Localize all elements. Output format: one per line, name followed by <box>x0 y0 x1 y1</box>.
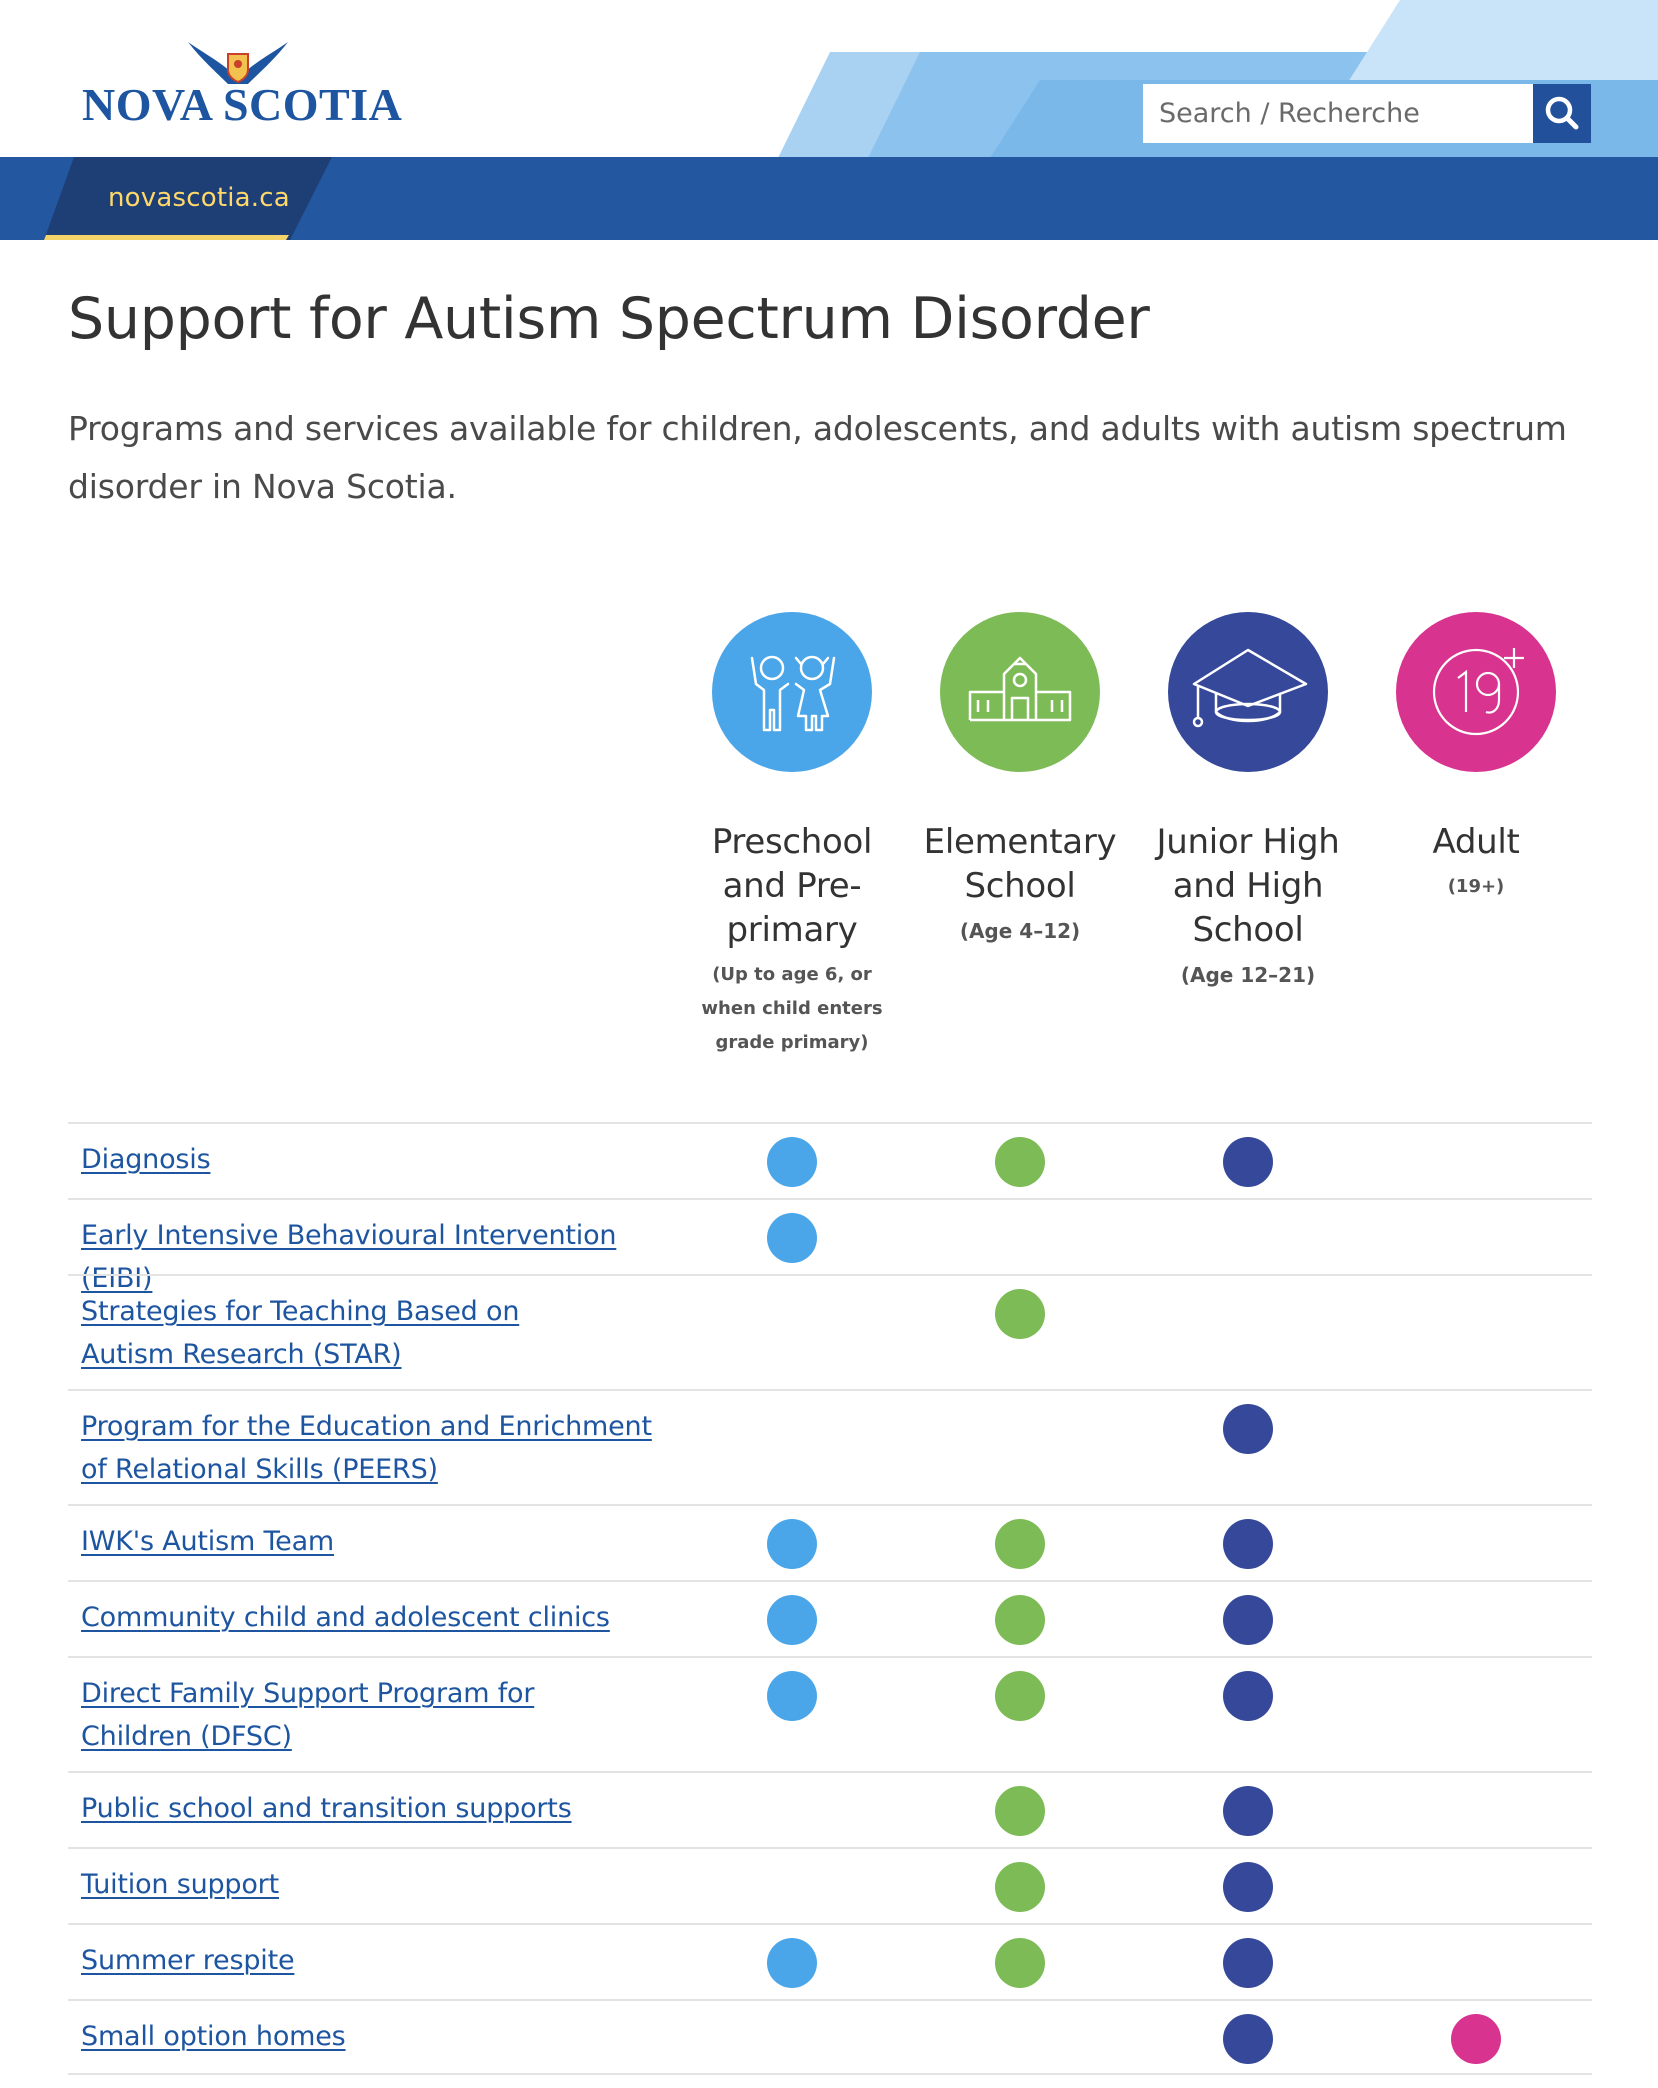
adult-dot <box>1451 2014 1501 2064</box>
table-row: Small option homes <box>68 1999 1592 2075</box>
junior-high-dot <box>1223 1404 1273 1454</box>
school-building-icon <box>940 612 1100 772</box>
table-row: Tuition support <box>68 1847 1592 1923</box>
program-link[interactable]: Early Intensive Behavioural Intervention… <box>81 1220 617 1294</box>
elementary-dot <box>995 1862 1045 1912</box>
junior-high-dot <box>1223 1786 1273 1836</box>
elementary-dot <box>995 1519 1045 1569</box>
stage-adult: Adult (19+) <box>1366 612 1586 904</box>
nova-scotia-logo[interactable] <box>78 36 398 128</box>
table-row: Program for the Education and Enrichment… <box>68 1389 1592 1504</box>
stage-elementary: Elementary School (Age 4–12) <box>910 612 1130 948</box>
preschool-dot <box>767 1137 817 1187</box>
table-row: Community child and adolescent clinics <box>68 1580 1592 1656</box>
junior-high-dot <box>1223 2014 1273 2064</box>
junior-high-dot <box>1223 1137 1273 1187</box>
junior-high-dot <box>1223 1938 1273 1988</box>
elementary-dot <box>995 1595 1045 1645</box>
preschool-dot <box>767 1938 817 1988</box>
stage-name: Adult <box>1432 822 1520 862</box>
preschool-dot <box>767 1595 817 1645</box>
preschool-dot <box>767 1519 817 1569</box>
program-link[interactable]: Program for the Education and Enrichment… <box>81 1411 652 1485</box>
stage-age: (19+) <box>1447 876 1505 897</box>
table-row: Direct Family Support Program for Childr… <box>68 1656 1592 1771</box>
page-title: Support for Autism Spectrum Disorder <box>68 286 1150 352</box>
preschool-dot <box>767 1671 817 1721</box>
elementary-dot <box>995 1289 1045 1339</box>
program-link[interactable]: Strategies for Teaching Based on Autism … <box>81 1296 520 1370</box>
program-link[interactable]: Community child and adolescent clinics <box>81 1602 610 1633</box>
table-row: Public school and transition supports <box>68 1771 1592 1847</box>
table-row: IWK's Autism Team <box>68 1504 1592 1580</box>
search-bar <box>1143 84 1591 143</box>
nineteen-plus-icon <box>1396 612 1556 772</box>
table-row: Summer respite <box>68 1923 1592 1999</box>
stage-preschool: Preschool and Pre-primary (Up to age 6, … <box>682 612 902 1060</box>
search-input[interactable] <box>1143 84 1533 143</box>
page-intro: Programs and services available for chil… <box>68 409 1567 506</box>
stage-age: (Age 4–12) <box>959 919 1081 943</box>
stage-name: Junior High and High School <box>1156 822 1340 950</box>
junior-high-dot <box>1223 1595 1273 1645</box>
table-row: Early Intensive Behavioural Intervention… <box>68 1198 1592 1294</box>
stage-junior-high: Junior High and High School (Age 12–21) <box>1138 612 1358 992</box>
program-link[interactable]: Summer respite <box>81 1945 295 1976</box>
program-link[interactable]: Small option homes <box>81 2021 346 2052</box>
home-tab[interactable] <box>44 157 332 240</box>
children-icon <box>712 612 872 772</box>
program-link[interactable]: IWK's Autism Team <box>81 1526 335 1557</box>
elementary-dot <box>995 1137 1045 1187</box>
junior-high-dot <box>1223 1519 1273 1569</box>
elementary-dot <box>995 1786 1045 1836</box>
search-icon <box>1545 96 1579 130</box>
stage-name: Preschool and Pre-primary <box>711 822 873 950</box>
search-button[interactable] <box>1533 84 1591 143</box>
home-link[interactable]: novascotia.ca <box>108 183 290 213</box>
program-link[interactable]: Direct Family Support Program for Childr… <box>81 1678 535 1752</box>
programs-table: Diagnosis Early Intensive Behavioural In… <box>68 1122 1592 2075</box>
site-header: novascotia.ca NOVA SCOTIA <box>0 0 1658 240</box>
program-link[interactable]: Public school and transition supports <box>81 1793 572 1824</box>
junior-high-dot <box>1223 1862 1273 1912</box>
stage-age: (Age 12–21) <box>1180 963 1316 987</box>
stage-name: Elementary School <box>923 822 1117 906</box>
elementary-dot <box>995 1671 1045 1721</box>
logo-wordmark: NOVA SCOTIA <box>82 79 403 130</box>
graduation-cap-icon <box>1168 612 1328 772</box>
program-link[interactable]: Tuition support <box>81 1869 279 1900</box>
table-row: Diagnosis <box>68 1122 1592 1198</box>
program-link[interactable]: Diagnosis <box>81 1144 211 1175</box>
junior-high-dot <box>1223 1671 1273 1721</box>
elementary-dot <box>995 1938 1045 1988</box>
stage-age: (Up to age 6, or when child enters grade… <box>701 964 883 1053</box>
preschool-dot <box>767 1213 817 1263</box>
table-row: Strategies for Teaching Based on Autism … <box>68 1274 1592 1389</box>
